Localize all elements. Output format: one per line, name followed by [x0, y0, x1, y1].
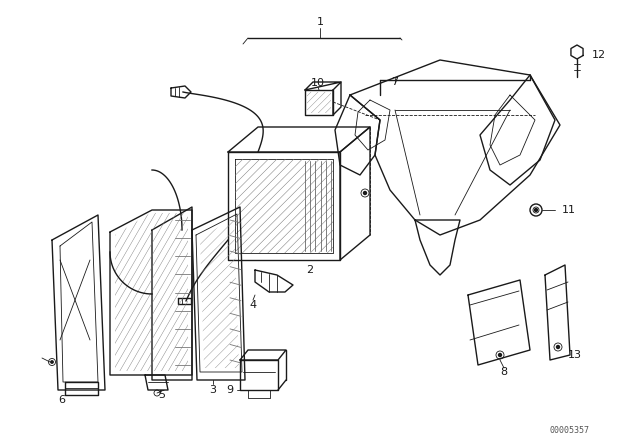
Circle shape [534, 208, 538, 211]
Text: 3: 3 [209, 385, 216, 395]
Text: 4: 4 [250, 300, 257, 310]
Text: 6: 6 [58, 395, 65, 405]
Text: 00005357: 00005357 [550, 426, 590, 435]
Circle shape [499, 353, 502, 357]
Text: 9: 9 [227, 385, 234, 395]
Text: 7: 7 [392, 77, 399, 87]
Circle shape [557, 345, 559, 349]
Text: 5: 5 [159, 390, 166, 400]
Text: 2: 2 [307, 265, 314, 275]
Text: 11: 11 [562, 205, 576, 215]
Circle shape [364, 191, 367, 194]
Text: 10: 10 [311, 78, 325, 88]
Text: 1: 1 [317, 17, 323, 27]
Text: 13: 13 [568, 350, 582, 360]
Text: 8: 8 [500, 367, 508, 377]
Text: 12: 12 [592, 50, 606, 60]
Circle shape [51, 361, 53, 363]
